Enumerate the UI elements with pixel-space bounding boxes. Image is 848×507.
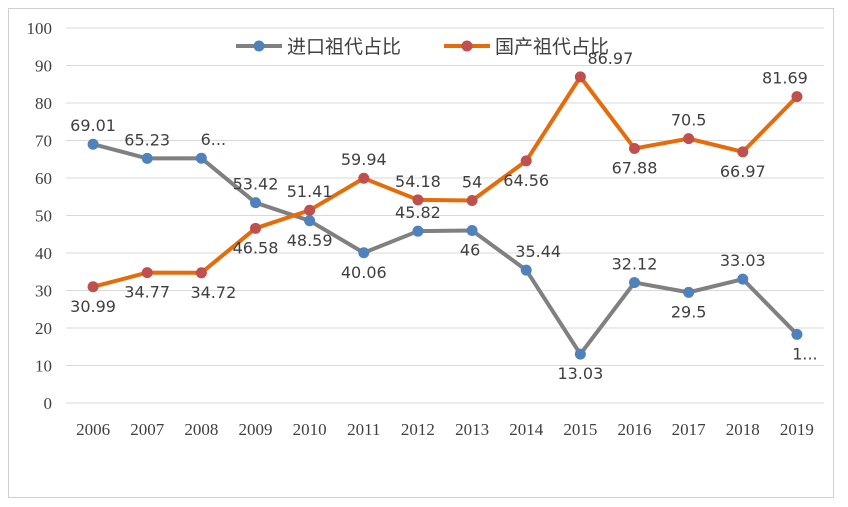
data-label-0-2011: 40.06 [341, 263, 387, 282]
x-tick-label: 2014 [509, 420, 544, 439]
y-tick-label: 0 [44, 394, 53, 413]
data-point-1-2016 [629, 142, 640, 154]
data-point-1-2009 [250, 222, 261, 234]
data-point-0-2013 [466, 225, 478, 236]
data-point-1-2007 [141, 267, 153, 279]
data-point-0-2016 [629, 277, 640, 289]
data-point-0-2010 [304, 215, 316, 227]
data-point-1-2014 [520, 155, 532, 167]
data-point-1-2008 [195, 267, 207, 279]
data-point-1-2013 [466, 195, 478, 206]
data-label-0-2014: 35.44 [515, 242, 561, 261]
data-point-0-2012 [412, 225, 424, 237]
y-tick-label: 20 [35, 319, 52, 338]
x-tick-label: 2006 [76, 420, 110, 439]
data-label-1-2016: 67.88 [612, 158, 658, 177]
data-label-1-2011: 59.94 [341, 150, 387, 169]
data-point-1-2010 [304, 204, 316, 216]
data-point-0-2007 [141, 152, 153, 164]
y-tick-label: 60 [35, 169, 52, 188]
data-label-1-2010: 51.41 [287, 182, 333, 201]
data-label-1-2018: 66.97 [720, 162, 766, 181]
data-label-0-2012: 45.82 [395, 203, 441, 222]
y-tick-label: 100 [27, 19, 53, 38]
x-tick-label: 2007 [130, 420, 165, 439]
legend-label-imported: 进口祖代占比 [287, 36, 401, 58]
legend-marker-domestic [461, 40, 473, 52]
data-label-0-2018: 33.03 [720, 251, 766, 270]
y-axis: 0 10 20 30 40 50 60 70 80 90 100 [27, 19, 53, 413]
data-label-1-2017: 70.5 [671, 111, 707, 130]
x-tick-label: 2017 [672, 420, 707, 439]
data-label-1-2014: 64.56 [503, 171, 549, 190]
y-tick-label: 10 [35, 357, 52, 376]
x-tick-label: 2010 [293, 420, 327, 439]
data-label-0-2010: 48.59 [287, 231, 333, 250]
data-point-0-2006 [87, 138, 99, 150]
data-label-0-2008: 6... [201, 130, 226, 149]
data-point-0-2018 [737, 273, 749, 285]
data-point-0-2008 [195, 152, 207, 164]
y-tick-label: 50 [35, 207, 52, 226]
chart-frame [8, 8, 834, 498]
y-tick-label: 80 [35, 94, 52, 113]
data-label-0-2015: 13.03 [557, 364, 603, 383]
data-label-0-2013: 46 [460, 241, 480, 260]
x-tick-label: 2016 [618, 420, 652, 439]
data-label-1-2015: 86.97 [587, 49, 633, 68]
y-tick-label: 40 [35, 244, 52, 263]
legend-marker-imported [253, 40, 265, 52]
x-tick-label: 2011 [347, 420, 380, 439]
data-label-1-2013: 54 [462, 173, 482, 192]
data-label-0-2007: 65.23 [124, 130, 170, 149]
gridlines [66, 27, 824, 404]
data-labels: 69.01 65.23 6... 53.42 48.59 40.06 45.82 46 35.4… [70, 49, 817, 383]
data-point-1-2017 [683, 133, 695, 145]
data-point-1-2019 [791, 91, 803, 103]
x-tick-label: 2009 [239, 420, 273, 439]
x-tick-label: 2012 [401, 420, 435, 439]
data-point-0-2011 [358, 247, 370, 259]
x-tick-label: 2018 [726, 420, 760, 439]
data-label-1-2008: 34.72 [190, 283, 236, 302]
data-point-1-2018 [737, 146, 749, 158]
data-point-1-2015 [574, 71, 586, 83]
data-point-1-2011 [358, 172, 370, 184]
x-tick-label: 2008 [184, 420, 218, 439]
data-point-1-2012 [412, 194, 424, 206]
data-point-0-2019 [791, 328, 803, 340]
data-point-0-2014 [520, 264, 532, 276]
data-point-0-2017 [683, 286, 695, 298]
y-tick-label: 70 [35, 132, 52, 151]
data-label-0-2016: 32.12 [612, 255, 658, 274]
data-label-1-2009: 46.58 [233, 238, 279, 257]
data-label-0-2009: 53.42 [233, 175, 279, 194]
x-tick-label: 2013 [455, 420, 489, 439]
data-point-0-2015 [574, 348, 586, 360]
data-point-1-2006 [87, 281, 99, 293]
data-point-0-2009 [250, 197, 261, 209]
legend-label-domestic: 国产祖代占比 [495, 36, 609, 58]
data-label-0-2006: 69.01 [70, 116, 116, 135]
legend: 进口祖代占比 国产祖代占比 [236, 36, 609, 58]
series-line-1 [92, 74, 799, 289]
x-axis: 2006 2007 2008 2009 2010 2011 2012 2013 2014 2015… [76, 420, 814, 439]
series-lines [92, 74, 799, 357]
data-label-1-2012: 54.18 [395, 172, 441, 191]
x-tick-label: 2015 [563, 420, 597, 439]
series-line-0 [92, 142, 799, 357]
y-tick-label: 30 [35, 282, 52, 301]
y-tick-label: 90 [35, 57, 52, 76]
data-label-0-2017: 29.5 [671, 302, 707, 321]
x-tick-label: 2019 [780, 420, 814, 439]
data-label-1-2006: 30.99 [70, 297, 116, 316]
data-label-0-2019: 1... [792, 344, 817, 363]
series-markers [87, 71, 803, 360]
data-label-1-2019: 81.69 [762, 69, 808, 88]
data-label-1-2007: 34.77 [124, 283, 170, 302]
